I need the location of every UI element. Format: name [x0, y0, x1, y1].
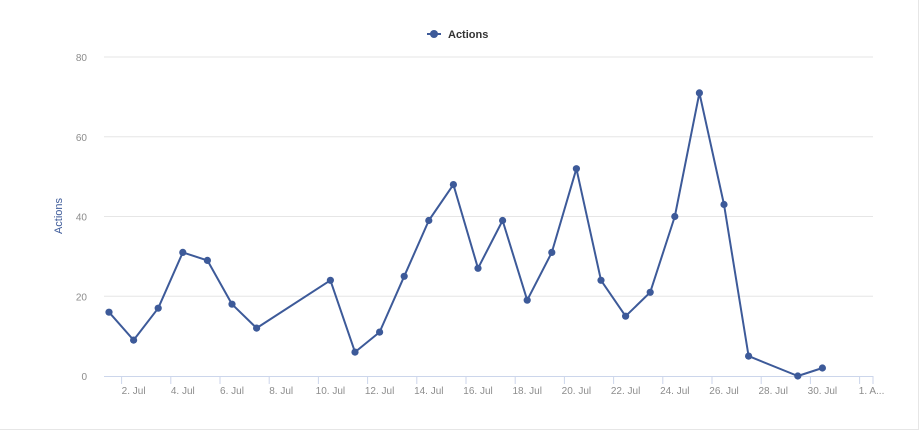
data-point[interactable]: [671, 212, 679, 221]
data-point[interactable]: [548, 248, 556, 256]
data-point[interactable]: [228, 300, 236, 308]
x-tick-label: 2. Jul: [122, 386, 146, 397]
data-point[interactable]: [720, 200, 728, 209]
x-tick-label: 8. Jul: [269, 386, 293, 397]
data-point[interactable]: [622, 312, 630, 320]
x-tick-label: 12. Jul: [365, 386, 394, 397]
data-point[interactable]: [449, 181, 457, 189]
data-point[interactable]: [818, 364, 827, 372]
data-point[interactable]: [351, 348, 359, 356]
x-axis-ticks: 2. Jul 4. Jul 6. Jul 8. Jul 10. Jul 12. Jul 14…: [121, 376, 885, 397]
data-point[interactable]: [326, 276, 334, 284]
x-tick-label: 6. Jul: [220, 386, 244, 397]
data-point[interactable]: [745, 352, 753, 360]
data-point[interactable]: [794, 372, 802, 380]
y-tick-label: 0: [81, 372, 87, 383]
series-actions: [105, 89, 827, 380]
y-tick-label: 40: [76, 213, 88, 224]
data-point[interactable]: [400, 272, 408, 280]
legend-label[interactable]: Actions: [448, 29, 488, 41]
x-tick-label: 20. Jul: [562, 386, 591, 397]
data-point[interactable]: [130, 336, 138, 344]
data-point[interactable]: [597, 276, 605, 284]
y-axis-ticks: 0 20 40 60 80: [76, 53, 88, 383]
x-tick-label: 30. Jul: [808, 386, 837, 397]
legend[interactable]: Actions: [427, 29, 488, 41]
data-point[interactable]: [695, 89, 704, 97]
y-tick-label: 80: [76, 53, 88, 64]
grid-lines: [104, 56, 873, 297]
x-tick-label: 22. Jul: [611, 386, 640, 397]
series-line: [108, 91, 824, 377]
data-point[interactable]: [203, 256, 211, 264]
data-point[interactable]: [179, 248, 187, 256]
data-point[interactable]: [474, 264, 482, 272]
data-point[interactable]: [523, 296, 531, 304]
x-tick-label: 14. Jul: [414, 386, 443, 397]
data-point[interactable]: [376, 328, 384, 336]
data-point[interactable]: [425, 216, 433, 225]
x-tick-label: 26. Jul: [709, 386, 738, 397]
x-tick-label: 28. Jul: [758, 386, 787, 397]
legend-dot-marker: [430, 30, 438, 38]
y-tick-label: 20: [76, 292, 88, 303]
y-tick-label: 60: [76, 133, 88, 144]
x-tick-label: 4. Jul: [171, 386, 195, 397]
data-point[interactable]: [646, 288, 654, 296]
x-tick-label: 1. A...: [859, 386, 885, 397]
x-tick-label: 24. Jul: [660, 386, 689, 397]
x-tick-label: 10. Jul: [316, 386, 345, 397]
data-point[interactable]: [105, 308, 113, 316]
data-point[interactable]: [154, 304, 162, 312]
x-tick-label: 16. Jul: [463, 386, 492, 397]
x-tick-label: 18. Jul: [512, 386, 541, 397]
data-point[interactable]: [572, 165, 581, 173]
data-point[interactable]: [499, 216, 507, 225]
data-point[interactable]: [253, 324, 261, 332]
y-axis-title: Actions: [53, 197, 65, 234]
